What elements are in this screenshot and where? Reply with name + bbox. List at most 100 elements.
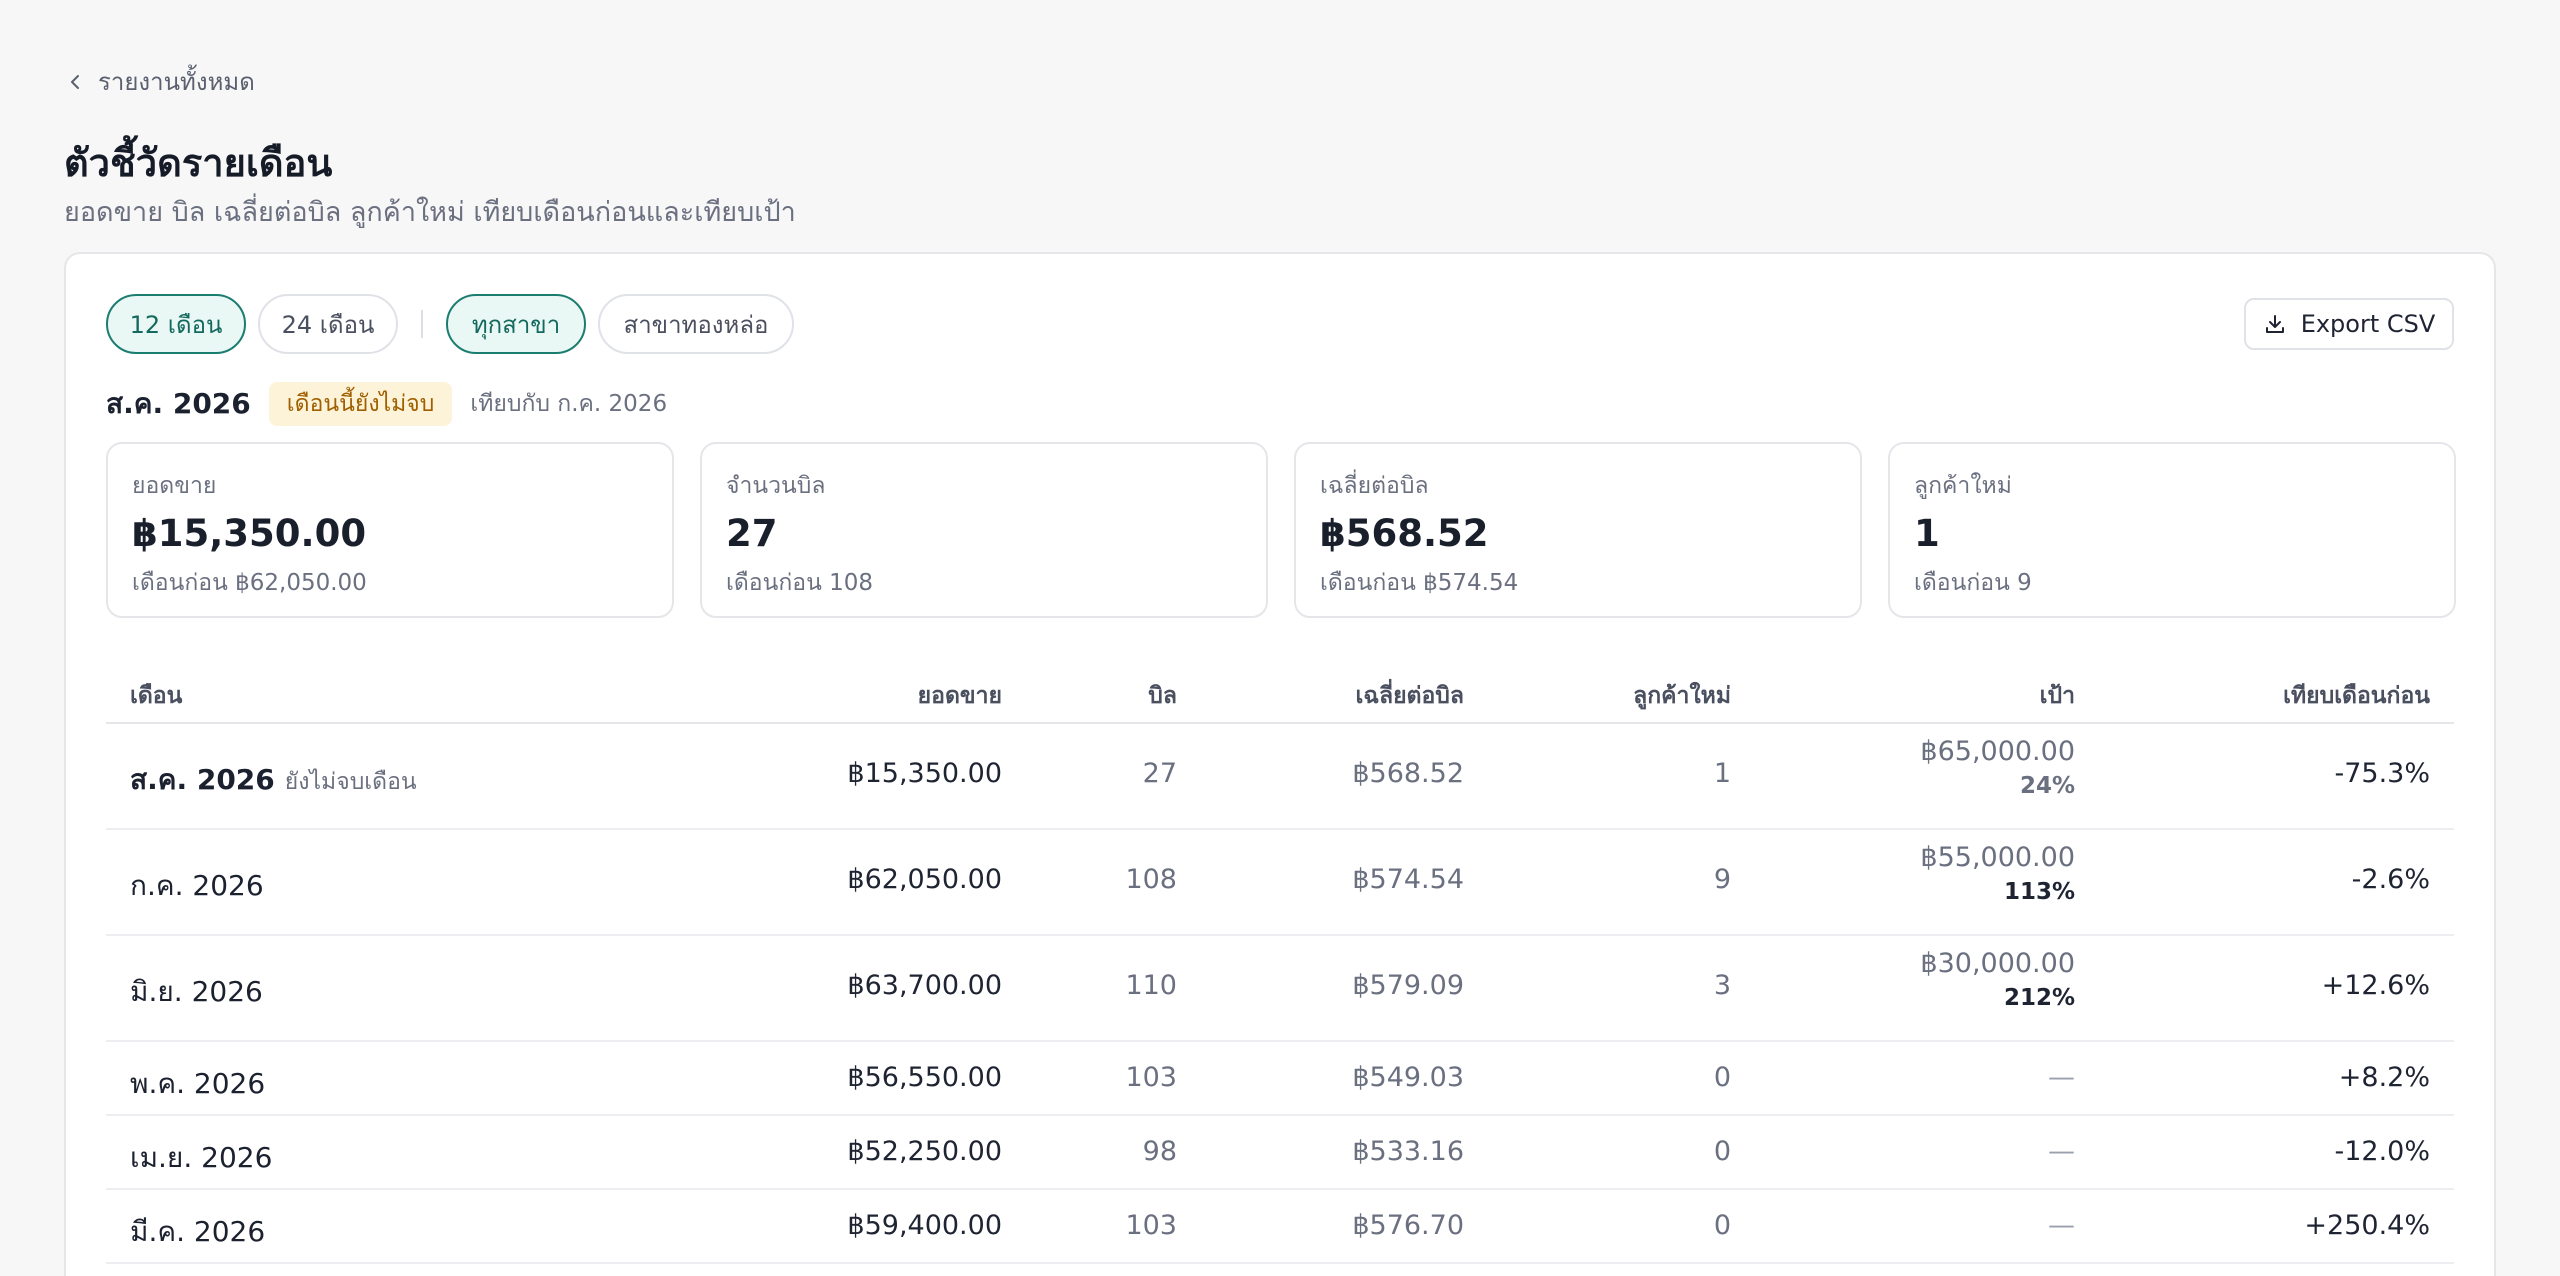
cell-new-customers: 3 [1713,970,1731,1001]
cell-avg: ฿568.52 [1352,758,1464,789]
target-amount: ฿65,000.00 [1920,736,2075,767]
kpi-previous: เดือนก่อน ฿62,050.00 [132,570,367,596]
cell-sales: ฿52,250.00 [847,1136,1002,1167]
download-icon [2265,315,2284,333]
table-row[interactable]: พ.ค. 2026 ฿56,550.00 103 ฿549.03 0 — +8.… [106,1042,2454,1116]
cell-mom: -75.3% [2334,758,2430,789]
table-header: เดือน ยอดขาย บิล เฉลี่ยต่อบิล ลูกค้าใหม่… [106,662,2454,724]
kpi-label: จำนวนบิล [726,473,826,499]
cell-new-customers: 0 [1713,1062,1731,1093]
kpi-previous: เดือนก่อน 9 [1914,570,2032,596]
monthly-table: เดือน ยอดขาย บิล เฉลี่ยต่อบิล ลูกค้าใหม่… [106,662,2454,1264]
cell-target: ฿55,000.00 113% [1920,842,2075,905]
target-percent: 24% [2019,773,2075,799]
target-amount: ฿30,000.00 [1920,948,2075,979]
filter-divider [421,310,423,338]
export-csv-button[interactable]: Export CSV [2244,298,2454,350]
cell-bills: 103 [1125,1062,1177,1093]
month-label: พ.ค. 2026 [130,1067,266,1100]
header-bills[interactable]: บิล [1148,683,1177,709]
back-link[interactable]: รายงานทั้งหมด [66,62,255,101]
cell-mom: -2.6% [2351,864,2430,895]
table-row[interactable]: ส.ค. 2026 ยังไม่จบเดือน ฿15,350.00 27 ฿56… [106,724,2454,830]
cell-target: ฿30,000.00 212% [1920,948,2075,1011]
cell-month: ส.ค. 2026 ยังไม่จบเดือน [130,758,417,802]
month-label: มิ.ย. 2026 [130,975,263,1008]
table-row[interactable]: ก.ค. 2026 ฿62,050.00 108 ฿574.54 9 ฿55,0… [106,830,2454,936]
page-title: ตัวชี้วัดรายเดือน [64,141,333,185]
compare-label: เทียบกับ ก.ค. 2026 [470,391,668,417]
cell-bills: 108 [1125,864,1177,895]
cell-mom: +250.4% [2304,1210,2430,1241]
cell-mom: +12.6% [2321,970,2430,1001]
chevron-left-icon [71,74,79,89]
cell-new-customers: 1 [1713,758,1731,789]
kpi-card-avg-per-bill: เฉลี่ยต่อบิล ฿568.52 เดือนก่อน ฿574.54 [1294,442,1862,618]
period-label: ส.ค. 2026 [106,387,251,420]
kpi-previous: เดือนก่อน 108 [726,570,874,596]
cell-avg: ฿533.16 [1352,1136,1464,1167]
cell-sales: ฿63,700.00 [847,970,1002,1001]
header-mom[interactable]: เทียบเดือนก่อน [2283,683,2430,709]
cell-target: — [2048,1062,2075,1093]
target-percent: 113% [2003,879,2075,905]
cell-mom: -12.0% [2334,1136,2430,1167]
kpi-value: 27 [726,512,778,555]
range-24-months-pill[interactable]: 24 เดือน [258,294,398,354]
cell-month: พ.ค. 2026 [130,1062,265,1106]
month-label: มี.ค. 2026 [130,1215,266,1248]
cell-new-customers: 0 [1713,1136,1731,1167]
period-header: ส.ค. 2026 เดือนนี้ยังไม่จบ เทียบกับ ก.ค.… [106,382,668,426]
range-pill-label: 12 เดือน [129,310,223,339]
month-label: ก.ค. 2026 [130,869,264,902]
kpi-value: ฿568.52 [1320,512,1489,555]
branch-pill-label: สาขาทองหล่อ [623,310,769,339]
table-row[interactable]: เม.ย. 2026 ฿52,250.00 98 ฿533.16 0 — -12… [106,1116,2454,1190]
cell-avg: ฿576.70 [1352,1210,1464,1241]
cell-month: มี.ค. 2026 [130,1210,265,1254]
kpi-value: 1 [1914,512,1940,555]
cell-sales: ฿56,550.00 [847,1062,1002,1093]
cell-bills: 27 [1142,758,1177,789]
metrics-card: 12 เดือน 24 เดือน ทุกสาขา สาขาทองหล่อ Ex… [64,252,2496,1276]
table-row[interactable]: มิ.ย. 2026 ฿63,700.00 110 ฿579.09 3 ฿30,… [106,936,2454,1042]
cell-avg: ฿574.54 [1352,864,1464,895]
cell-new-customers: 0 [1713,1210,1731,1241]
header-avg[interactable]: เฉลี่ยต่อบิล [1355,683,1464,709]
header-target[interactable]: เป้า [2039,683,2075,709]
cell-sales: ฿15,350.00 [847,758,1002,789]
kpi-previous: เดือนก่อน ฿574.54 [1320,570,1519,596]
incomplete-note: ยังไม่จบเดือน [284,769,417,795]
cell-month: เม.ย. 2026 [130,1136,272,1180]
page-subtitle: ยอดขาย บิล เฉลี่ยต่อบิล ลูกค้าใหม่ เทียบ… [64,197,796,228]
export-csv-label: Export CSV [2300,310,2436,338]
cell-target: ฿65,000.00 24% [1920,736,2075,799]
cell-month: ก.ค. 2026 [130,864,264,908]
branch-thonglor-pill[interactable]: สาขาทองหล่อ [598,294,794,354]
kpi-label: เฉลี่ยต่อบิล [1320,473,1429,499]
cell-month: มิ.ย. 2026 [130,970,263,1014]
cell-bills: 103 [1125,1210,1177,1241]
kpi-card-bills: จำนวนบิล 27 เดือนก่อน 108 [700,442,1268,618]
branch-all-pill[interactable]: ทุกสาขา [446,294,586,354]
kpi-value: ฿15,350.00 [132,512,367,555]
cell-avg: ฿549.03 [1352,1062,1464,1093]
cell-mom: +8.2% [2338,1062,2430,1093]
cell-avg: ฿579.09 [1352,970,1464,1001]
cell-new-customers: 9 [1713,864,1731,895]
table-row[interactable]: มี.ค. 2026 ฿59,400.00 103 ฿576.70 0 — +2… [106,1190,2454,1264]
header-new-customers[interactable]: ลูกค้าใหม่ [1633,683,1731,709]
target-amount: ฿55,000.00 [1920,842,2075,873]
range-pill-label: 24 เดือน [281,310,375,339]
cell-bills: 98 [1142,1136,1177,1167]
cell-sales: ฿59,400.00 [847,1210,1002,1241]
kpi-card-sales: ยอดขาย ฿15,350.00 เดือนก่อน ฿62,050.00 [106,442,674,618]
month-label: เม.ย. 2026 [130,1141,273,1174]
header-sales[interactable]: ยอดขาย [917,683,1002,709]
range-12-months-pill[interactable]: 12 เดือน [106,294,246,354]
cell-bills: 110 [1125,970,1177,1001]
kpi-label: ลูกค้าใหม่ [1914,473,2012,499]
header-month[interactable]: เดือน [130,683,183,709]
kpi-label: ยอดขาย [132,473,217,499]
cell-target: — [2048,1210,2075,1241]
